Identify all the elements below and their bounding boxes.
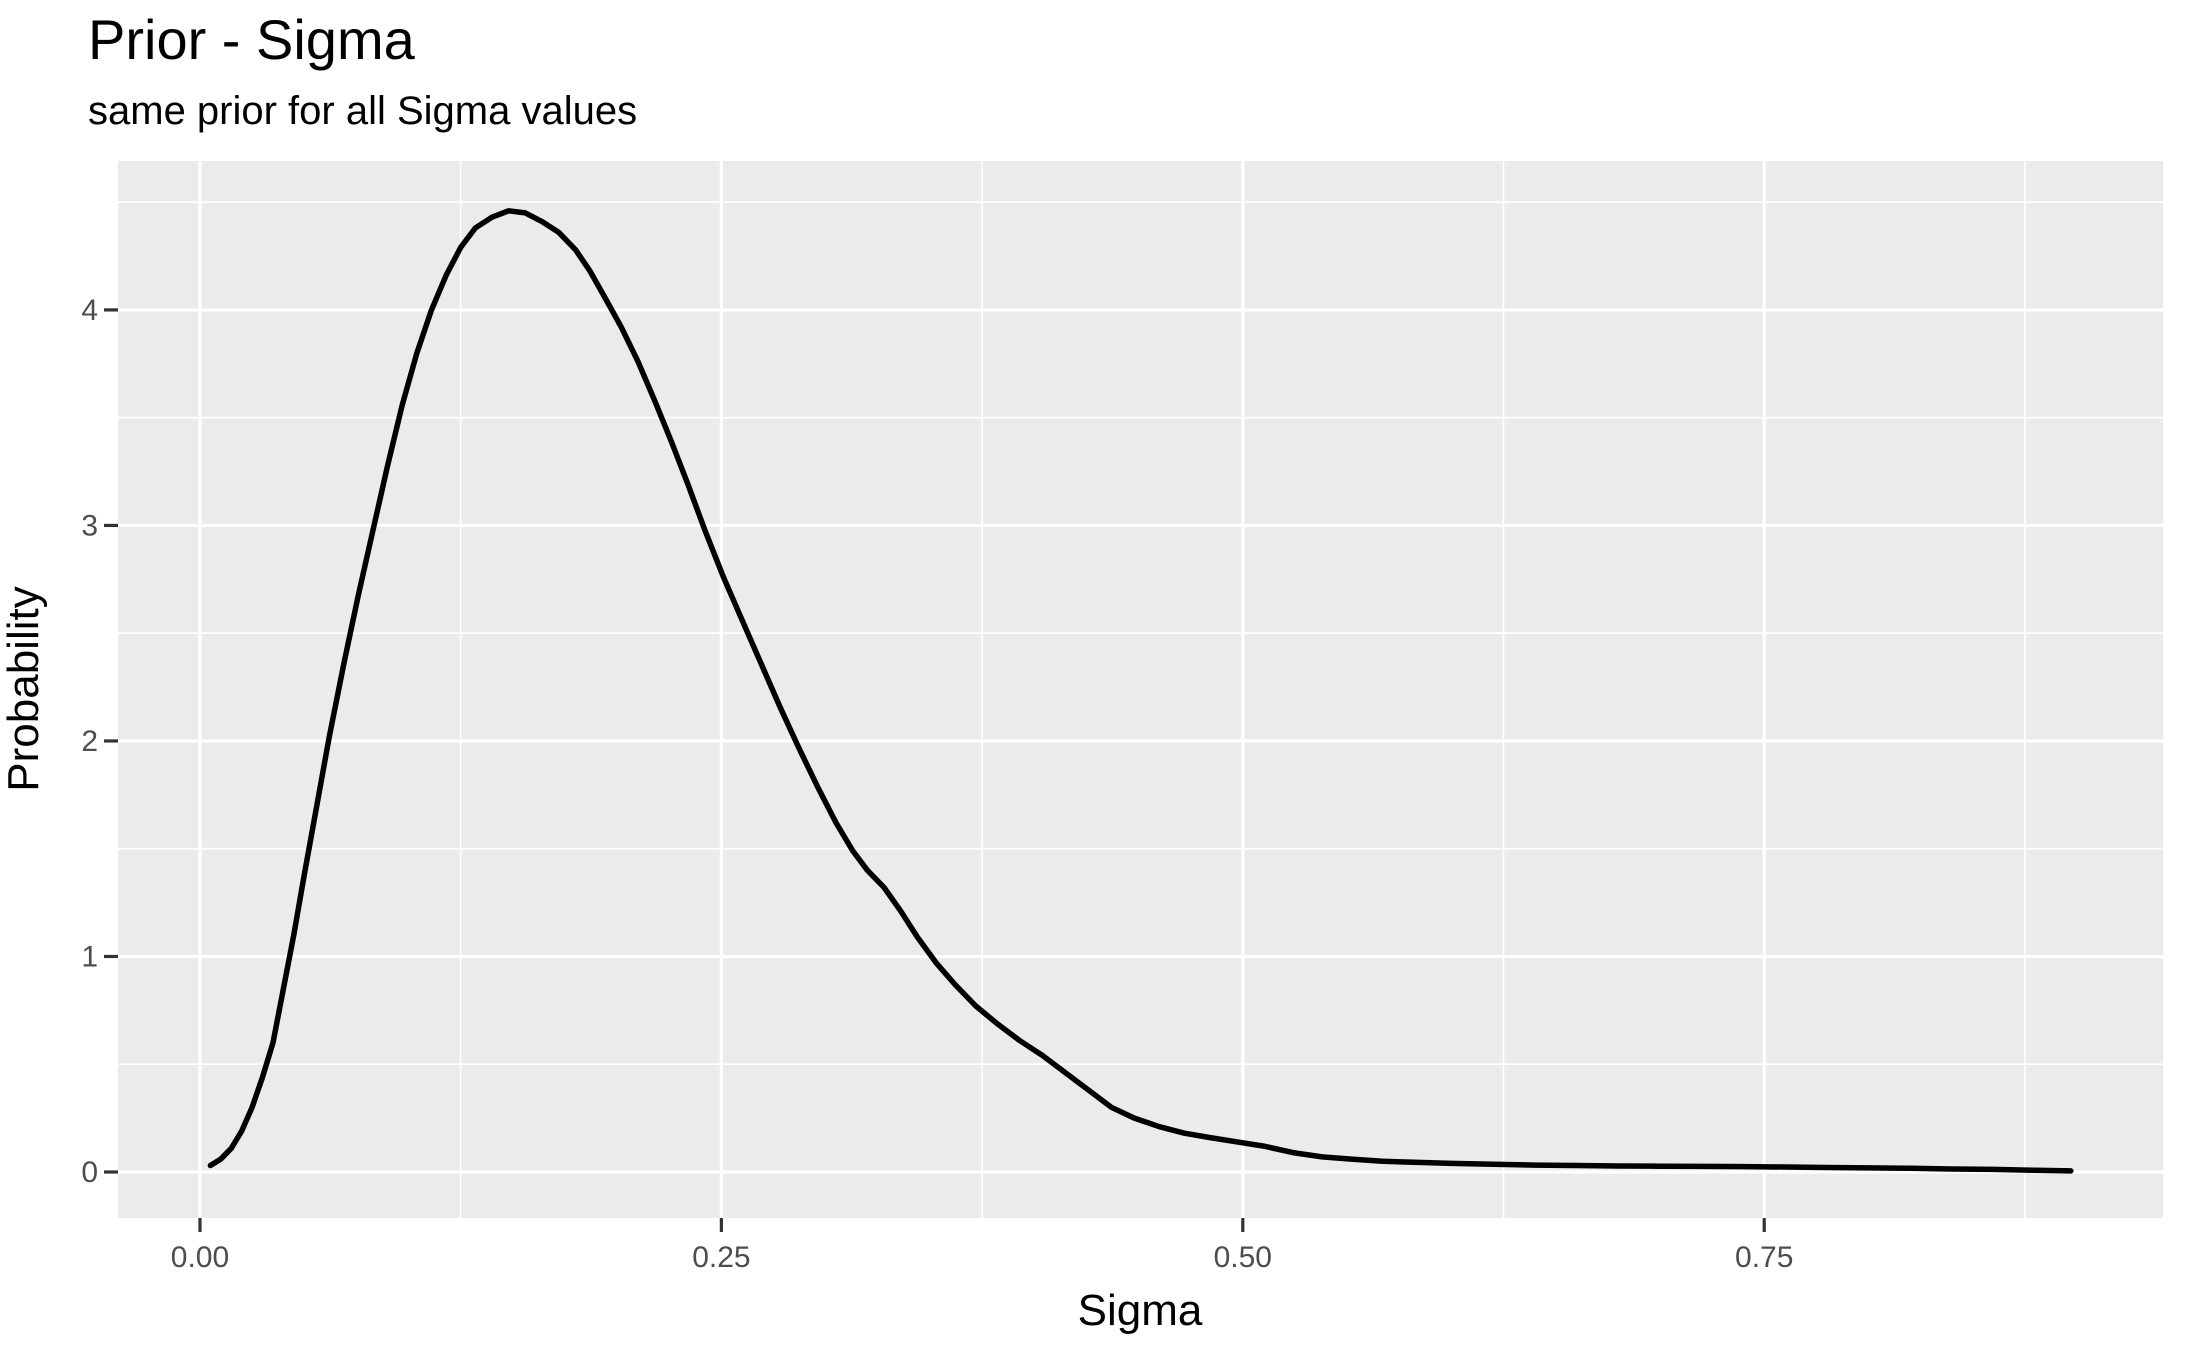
series-layer — [207, 208, 2074, 1174]
y-tick-label: 0 — [81, 1156, 98, 1189]
x-tick-label: 0.50 — [1214, 1241, 1272, 1274]
plot-title: Prior - Sigma — [88, 8, 415, 71]
y-axis-title: Probability — [0, 586, 48, 791]
plot-panel — [118, 161, 2163, 1218]
y-tick-label: 1 — [81, 940, 98, 973]
grid-layer — [118, 161, 2163, 1218]
y-tick-label: 4 — [81, 294, 98, 327]
x-tick-label: 0.75 — [1735, 1241, 1793, 1274]
label-layer: 0.00 0.25 0.50 0.75 0 1 2 3 4 — [81, 294, 1793, 1274]
tick-layer — [104, 308, 1766, 1232]
y-tick-label: 2 — [81, 725, 98, 758]
panel-layer — [118, 161, 2163, 1218]
y-tick-label: 3 — [81, 509, 98, 542]
x-tick-label: 0.00 — [171, 1241, 229, 1274]
prior-density-curve — [207, 208, 2074, 1174]
x-tick-label: 0.25 — [692, 1241, 750, 1274]
x-axis-title: Sigma — [1078, 1286, 1203, 1335]
plot-subtitle: same prior for all Sigma values — [88, 89, 638, 133]
